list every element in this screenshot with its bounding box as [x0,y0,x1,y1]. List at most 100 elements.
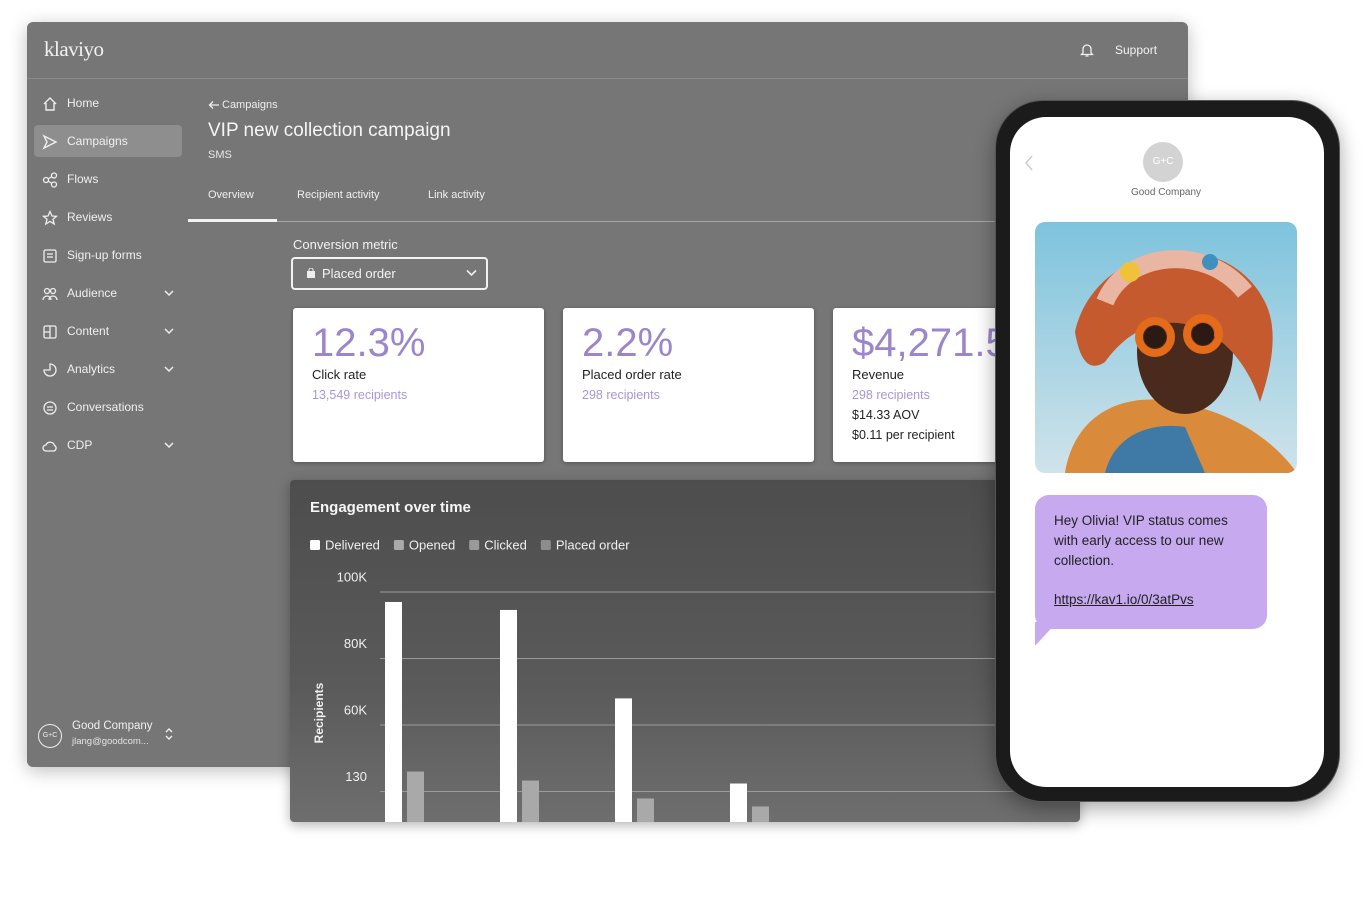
account-avatar: G+C [38,724,62,748]
metric-label: Revenue [852,367,905,382]
nav-item[interactable]: Conversations [34,391,182,423]
account-name: Good Company [72,720,153,732]
chevron [164,442,174,449]
nav-icon [42,172,58,188]
message-bubble: Hey Olivia! VIP status comes with early … [1035,495,1267,629]
top-bar: klaviyo Support [27,22,1188,79]
nav-item[interactable]: Audience [34,277,182,309]
nav-label: Flows [67,172,99,186]
message-link[interactable]: https://kav1.io/0/3atPvs [1054,592,1194,607]
nav-icon [43,363,57,377]
nav-item[interactable]: CDP [34,429,182,461]
nav-label: Audience [67,286,118,300]
metric-card: 2.2% Placed order rate 298 recipients [563,308,814,462]
bar [637,798,654,822]
tab[interactable]: Overview [208,189,254,201]
chevron [164,290,174,297]
y-tick-label: 100K [337,569,368,584]
message-text: Hey Olivia! VIP status comes with early … [1054,513,1228,568]
tab[interactable]: Link activity [428,189,485,201]
bar [385,601,402,822]
nav-label: Home [67,96,100,110]
nav-item[interactable]: Flows [34,163,182,195]
back-arrow [208,101,219,109]
chart: Engagement over time Recipients 100K 80K 6… [310,499,1080,822]
active-tab-indicator [188,219,277,222]
metric-detail: 13,549 recipients [312,388,408,402]
nav-icon [43,249,57,263]
select-value: Placed order [322,266,396,281]
nav-label: Analytics [67,362,116,376]
page-title: VIP new collection campaign [208,120,451,141]
bar [752,806,769,822]
metric-label: Placed order rate [582,367,682,382]
switch-icon [165,728,173,740]
tab-divider [188,221,1188,222]
nav-icon [42,441,57,452]
legend-swatch [310,540,320,550]
y-tick-label: 130 [345,769,367,784]
nav-label: Campaigns [67,134,128,148]
legend-label: Clicked [484,537,527,552]
nav-item[interactable]: Sign-up forms [34,239,182,271]
chevron [164,366,174,373]
bar [615,698,632,822]
back-chevron[interactable] [1024,155,1034,171]
chart-panel: Engagement over time Recipients 100K 80K 6… [290,480,1080,822]
legend-swatch [540,540,551,550]
nav-item[interactable]: Campaigns [34,125,182,157]
account-email: jlang@goodcom... [72,736,149,747]
logo[interactable]: klaviyo [44,37,104,61]
bar [730,783,747,822]
metric-value: 12.3% [312,321,426,365]
metric-detail: $14.33 AOV [852,408,920,422]
nav-item[interactable]: Content [34,315,182,347]
legend-label: Opened [409,537,455,552]
legend-swatch [393,540,404,550]
nav-item[interactable]: Home [34,87,182,119]
nav-label: CDP [67,438,93,452]
support-link[interactable]: Support [1115,43,1158,57]
nav-label: Reviews [67,210,113,224]
bar [500,609,517,822]
chevron [164,328,174,335]
sender-avatar: G+C [1143,142,1183,182]
channel: SMS [208,149,232,161]
bubble-tail [1035,622,1057,646]
metric-card: 12.3% Click rate 13,549 recipients [293,308,544,462]
bar [522,780,539,822]
bar [407,771,424,822]
nav-item[interactable]: Reviews [34,201,182,233]
nav-item[interactable]: Analytics [34,353,182,385]
nav-icon [43,401,57,415]
conversion-metric-label: Conversion metric [293,237,398,252]
bag-icon [307,268,315,278]
phone: G+C Good Company Hey [995,100,1340,802]
legend-label: Delivered [325,537,380,552]
nav-label: Content [67,324,110,338]
metric-value: 2.2% [582,321,674,365]
conversion-metric-select[interactable]: Placed order [291,257,488,290]
legend-swatch [469,540,480,550]
message-image [1035,222,1297,473]
metric-detail: 298 recipients [852,388,930,402]
bell-icon[interactable] [1080,42,1094,58]
nav-icon [42,210,58,226]
nav-icon [43,97,57,111]
sender-name: Good Company [1130,187,1202,198]
nav-label: Conversations [67,400,144,414]
legend-label: Placed order [556,537,630,552]
metric-detail: 298 recipients [582,388,660,402]
nav-icon [42,287,58,301]
y-tick-label: 60K [344,702,367,717]
tab[interactable]: Recipient activity [297,189,380,201]
metric-detail: $0.11 per recipient [852,428,955,442]
nav-icon [43,325,57,339]
nav-label: Sign-up forms [67,248,142,262]
y-tick-label: 80K [344,636,367,651]
metric-value: $4,271.5 [852,321,1008,365]
chevron [466,269,477,277]
breadcrumb[interactable]: Campaigns [222,99,278,111]
account-switcher[interactable]: G+C Good Company jlang@goodcom... [37,720,187,754]
